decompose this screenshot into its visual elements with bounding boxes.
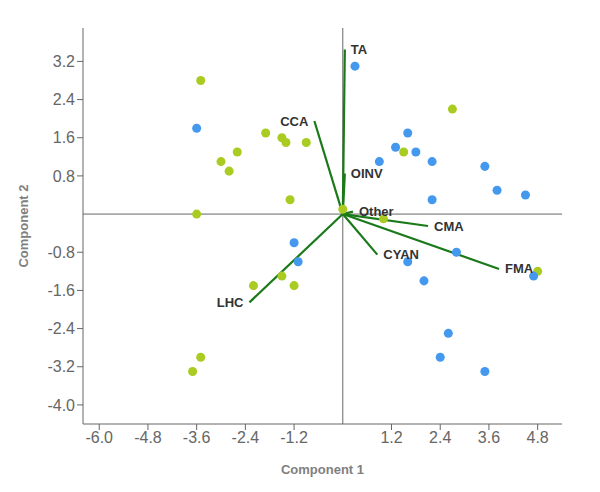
svg-text:-2.4: -2.4 — [47, 320, 75, 337]
svg-text:CYAN: CYAN — [383, 247, 419, 262]
svg-text:-3.2: -3.2 — [47, 358, 75, 375]
svg-text:-4.8: -4.8 — [134, 429, 162, 446]
svg-text:-1.2: -1.2 — [280, 429, 308, 446]
svg-text:FMA: FMA — [505, 261, 534, 276]
svg-text:CCA: CCA — [280, 114, 309, 129]
svg-text:-3.6: -3.6 — [183, 429, 211, 446]
svg-text:1.6: 1.6 — [53, 129, 75, 146]
svg-text:CMA: CMA — [434, 219, 464, 234]
svg-text:Component 2: Component 2 — [16, 184, 31, 267]
svg-text:-6.0: -6.0 — [85, 429, 113, 446]
svg-text:0.8: 0.8 — [53, 168, 75, 185]
svg-text:2.4: 2.4 — [53, 91, 75, 108]
svg-text:-4.0: -4.0 — [47, 397, 75, 414]
svg-text:Other: Other — [359, 204, 394, 219]
svg-text:1.2: 1.2 — [380, 429, 402, 446]
svg-text:-1.6: -1.6 — [47, 282, 75, 299]
svg-text:2.4: 2.4 — [429, 429, 451, 446]
svg-text:-0.8: -0.8 — [47, 244, 75, 261]
svg-text:-2.4: -2.4 — [232, 429, 260, 446]
svg-text:3.6: 3.6 — [478, 429, 500, 446]
svg-text:LHC: LHC — [217, 295, 244, 310]
svg-text:3.2: 3.2 — [53, 53, 75, 70]
svg-text:4.8: 4.8 — [527, 429, 549, 446]
svg-text:Component 1: Component 1 — [281, 462, 364, 477]
svg-text:TA: TA — [351, 42, 368, 57]
svg-text:OINV: OINV — [351, 166, 383, 181]
